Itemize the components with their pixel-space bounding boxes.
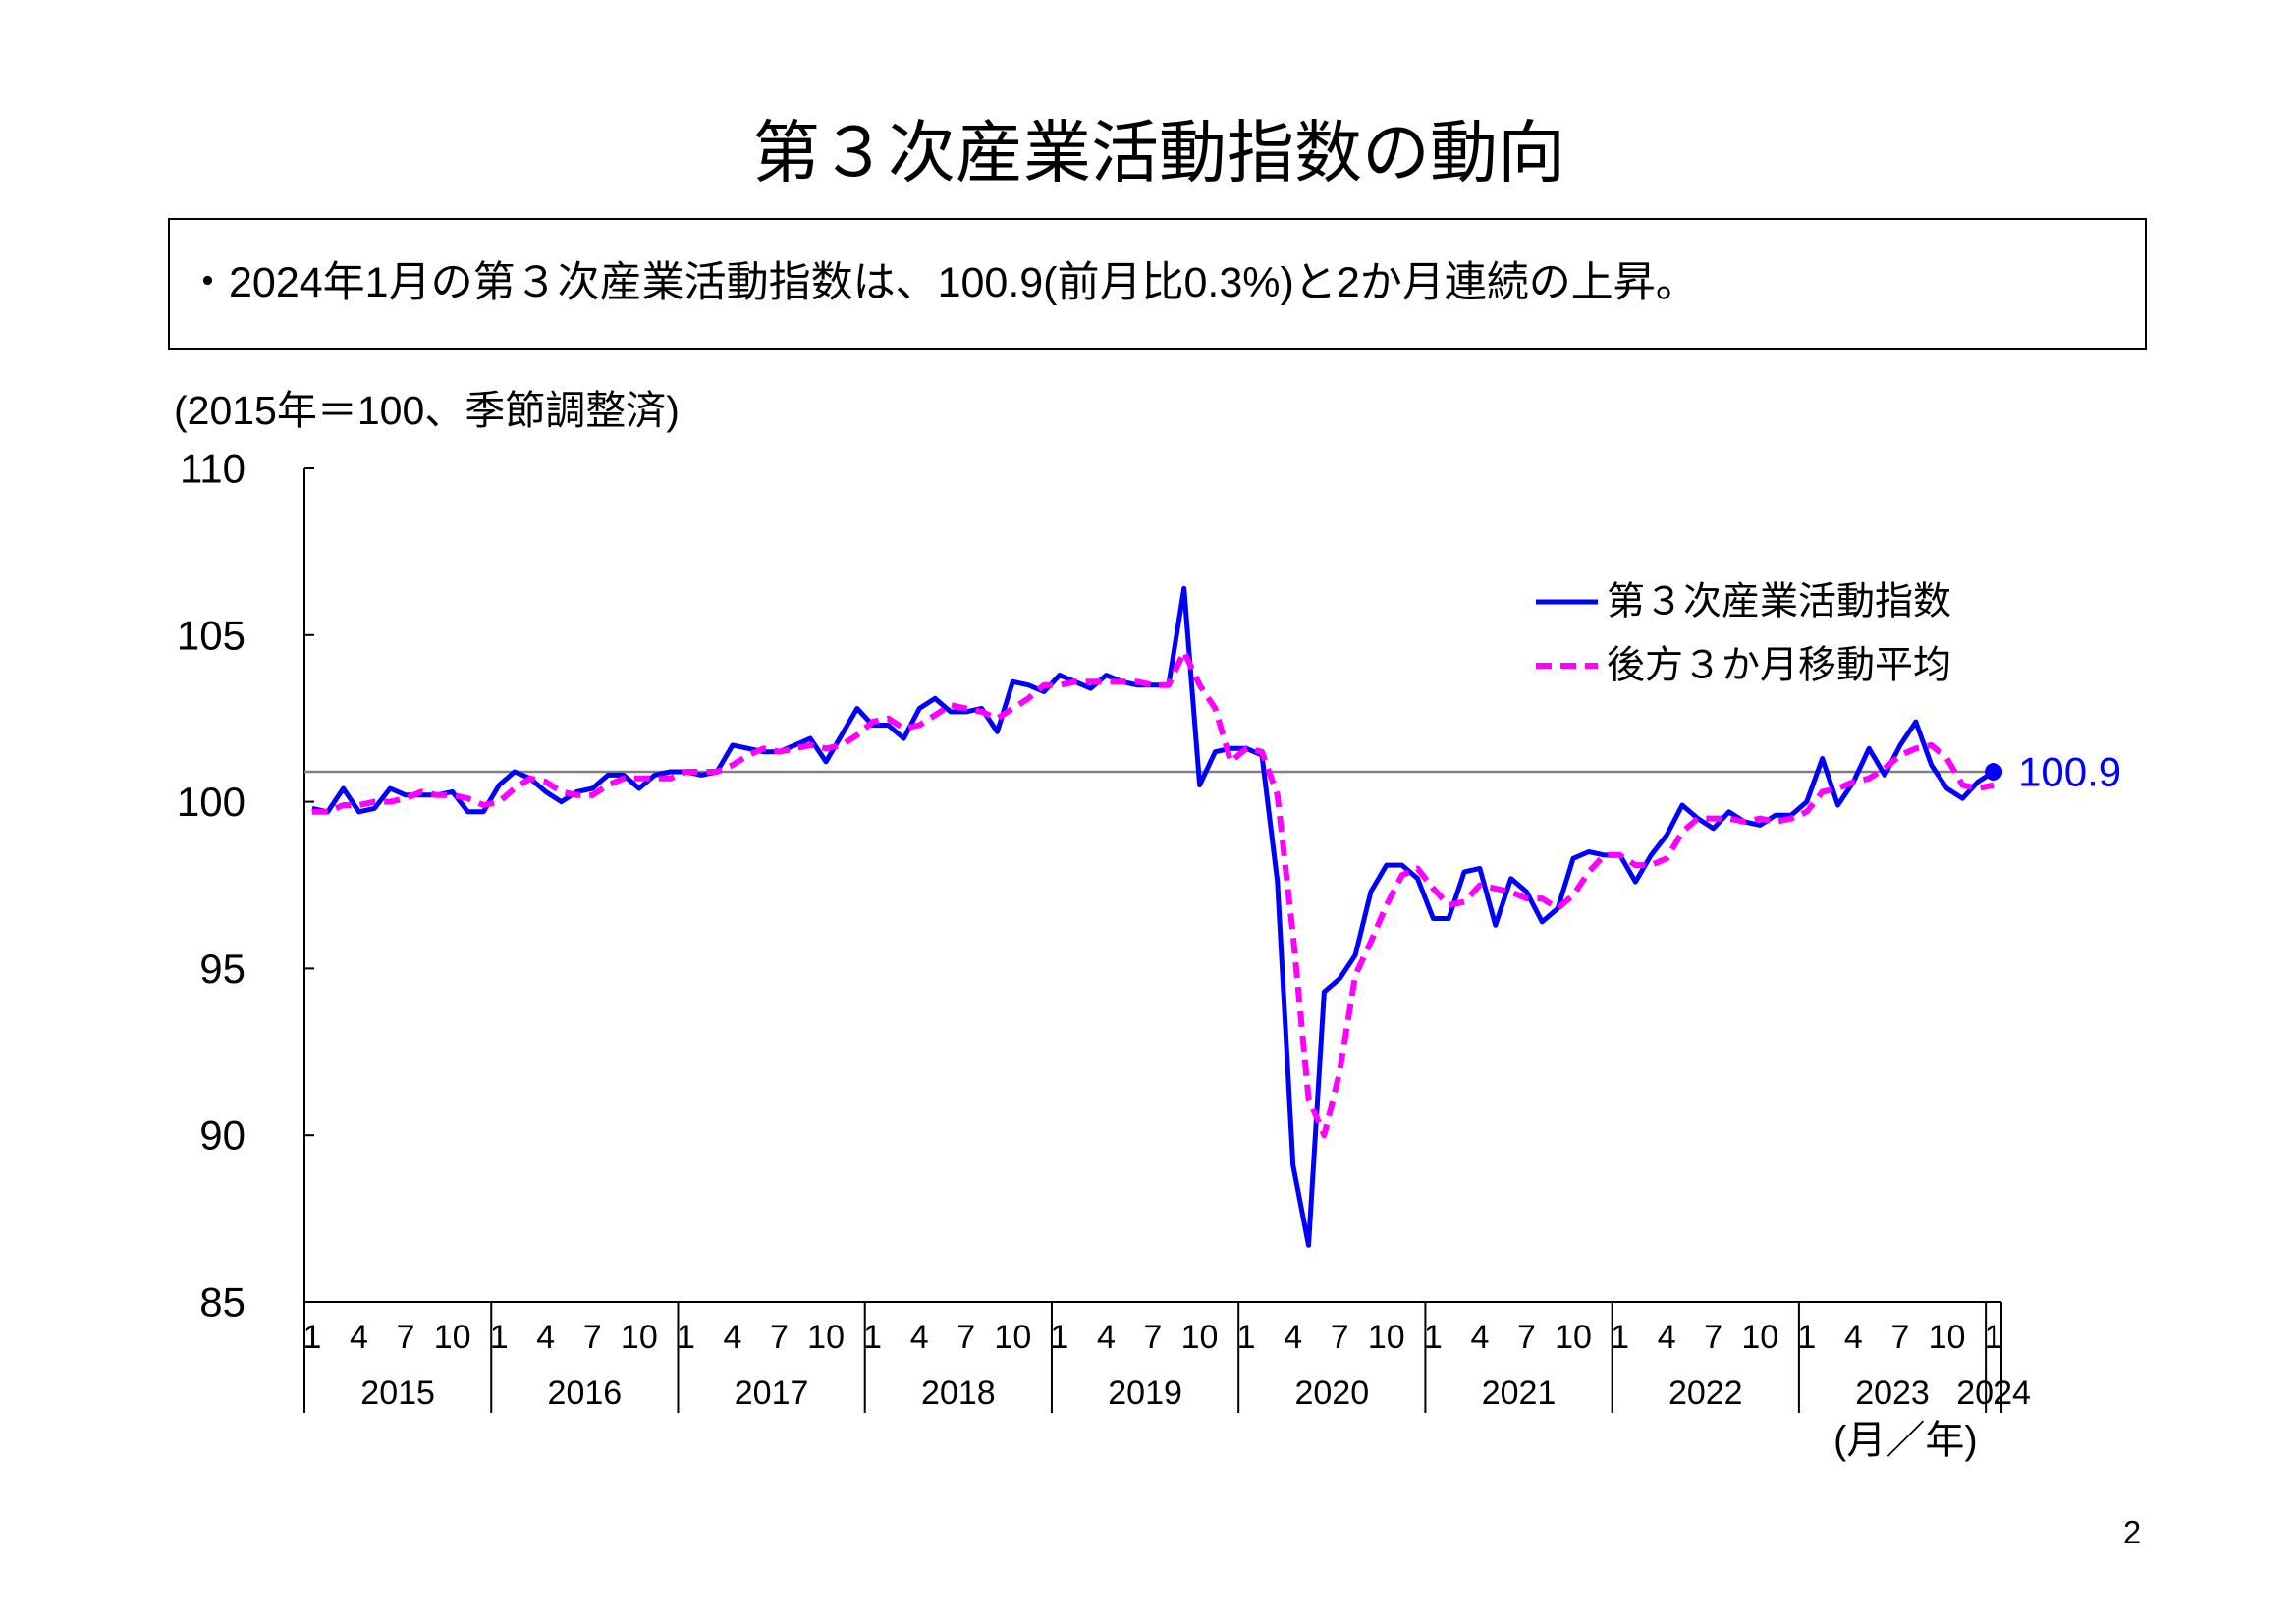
x-tick-label-year: 2020 xyxy=(1294,1375,1369,1412)
x-tick-label-month: 7 xyxy=(1517,1319,1536,1356)
x-tick-label-month: 4 xyxy=(536,1319,555,1356)
x-tick-label-month: 1 xyxy=(1797,1319,1816,1356)
x-tick-label-month: 4 xyxy=(1470,1319,1489,1356)
x-tick-label-year: 2017 xyxy=(735,1375,809,1412)
x-tick-label-year: 2024 xyxy=(1956,1375,2031,1412)
x-tick-label-month: 7 xyxy=(1704,1319,1722,1356)
y-tick-label: 105 xyxy=(177,612,246,658)
page-number: 2 xyxy=(2122,1514,2142,1550)
x-tick-label-month: 10 xyxy=(1181,1319,1219,1356)
series-group xyxy=(311,585,1995,1248)
y-tick-label: 85 xyxy=(199,1279,246,1326)
page-title: 第３次産業活動指数の動向 xyxy=(752,115,1565,190)
x-tick-label-month: 4 xyxy=(350,1319,368,1356)
x-tick-label-month: 1 xyxy=(863,1319,882,1356)
summary-text: ・2024年1月の第３次産業活動指数は、100.9(前月比0.3%)と2か月連続… xyxy=(187,259,1698,306)
x-tick-label-month: 1 xyxy=(1050,1319,1068,1356)
x-tick-label-month: 10 xyxy=(1555,1319,1592,1356)
x-tick-label-month: 10 xyxy=(434,1319,471,1356)
x-tick-label-month: 4 xyxy=(724,1319,742,1356)
y-axis-ticks: 110 105 100 95 90 85 xyxy=(177,446,314,1326)
x-tick-label-year: 2018 xyxy=(921,1375,996,1412)
x-tick-label-month: 1 xyxy=(1424,1319,1443,1356)
summary-box: ・2024年1月の第３次産業活動指数は、100.9(前月比0.3%)と2か月連続… xyxy=(168,218,2147,350)
x-tick-label-month: 10 xyxy=(621,1319,658,1356)
y-tick-label: 100 xyxy=(177,779,246,825)
x-tick-label-year: 2021 xyxy=(1482,1375,1557,1412)
x-tick-label-month: 7 xyxy=(770,1319,789,1356)
x-tick-label-month: 10 xyxy=(1929,1319,1966,1356)
series-line-tertiary-industry-index xyxy=(311,585,1995,1248)
x-axis-ticks: 1 4 7 10 1 4 7 10 1 4 7 10 1 4 7 10 1 4 7 10 1 4 7 10 1 4 7 10 1 4 7 10… xyxy=(302,1302,2031,1413)
y-tick-label: 110 xyxy=(180,446,246,492)
x-tick-label-month: 7 xyxy=(1331,1319,1349,1356)
x-tick-label-month: 7 xyxy=(583,1319,602,1356)
x-tick-label-month: 10 xyxy=(1741,1319,1778,1356)
x-tick-label-year: 2019 xyxy=(1108,1375,1182,1412)
x-tick-label-year: 2023 xyxy=(1855,1375,1930,1412)
y-tick-label: 90 xyxy=(199,1112,246,1159)
x-tick-label-year: 2022 xyxy=(1668,1375,1743,1412)
x-tick-label-month: 1 xyxy=(677,1319,695,1356)
x-tick-label-month: 4 xyxy=(1658,1319,1676,1356)
latest-value-marker xyxy=(1985,763,2003,782)
x-tick-label-month: 7 xyxy=(397,1319,415,1356)
x-tick-label-month: 1 xyxy=(302,1319,321,1356)
x-tick-label-year: 2015 xyxy=(360,1375,435,1412)
y-axis-unit-label: (2015年＝100、季節調整済) xyxy=(174,388,680,433)
x-axis-unit-label: (月／年) xyxy=(1833,1419,1978,1462)
x-tick-label-month: 7 xyxy=(1890,1319,1909,1356)
x-tick-label-month: 7 xyxy=(1144,1319,1163,1356)
x-tick-label-month: 1 xyxy=(1611,1319,1629,1356)
x-tick-label-month: 10 xyxy=(807,1319,845,1356)
axes xyxy=(303,468,2001,1303)
x-tick-label-month: 1 xyxy=(1237,1319,1256,1356)
x-tick-label-month: 4 xyxy=(910,1319,929,1356)
x-tick-label-month: 4 xyxy=(1284,1319,1302,1356)
x-tick-label-month: 4 xyxy=(1097,1319,1116,1356)
x-tick-label-month: 1 xyxy=(1985,1319,2003,1356)
latest-value-label: 100.9 xyxy=(2018,749,2121,795)
x-tick-label-year: 2016 xyxy=(548,1375,623,1412)
x-tick-label-month: 4 xyxy=(1844,1319,1863,1356)
x-tick-label-month: 10 xyxy=(1368,1319,1405,1356)
y-tick-label: 95 xyxy=(199,946,246,992)
legend-label-moving-average: 後方３か月移動平均 xyxy=(1607,645,1951,687)
legend-label-tertiary-index: 第３次産業活動指数 xyxy=(1607,581,1951,623)
series-line-3-month-moving-average xyxy=(311,648,1995,1139)
x-tick-label-month: 7 xyxy=(957,1319,975,1356)
x-tick-label-month: 1 xyxy=(490,1319,509,1356)
latest-value-annotation: 100.9 xyxy=(1985,749,2121,795)
legend: 第３次産業活動指数 後方３か月移動平均 xyxy=(1536,581,1951,687)
x-tick-label-month: 10 xyxy=(994,1319,1031,1356)
